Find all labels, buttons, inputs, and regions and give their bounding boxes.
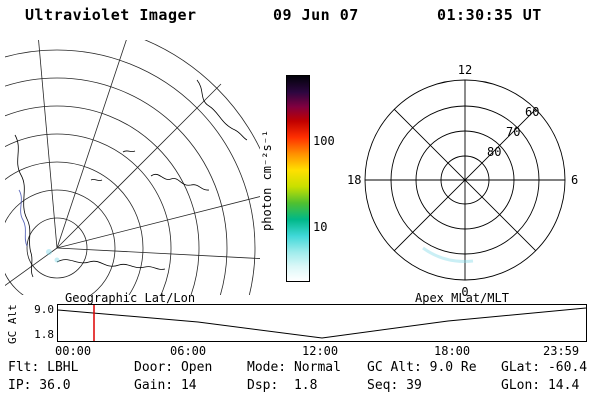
- apex-polar-panel: 12 0 18 6 60 70 80: [347, 63, 578, 299]
- strip-xtick-1800: 18:00: [434, 344, 471, 358]
- strip-ylabel: GC Alt: [6, 304, 19, 344]
- app-title: Ultraviolet Imager: [25, 6, 197, 24]
- header-time: 01:30:35 UT: [437, 6, 542, 24]
- mlt-label-12: 12: [458, 63, 472, 77]
- status-gc-alt: GC Alt: 9.0 Re: [367, 360, 477, 375]
- mlt-spokes: [365, 80, 565, 280]
- strip-xtick-0600: 06:00: [170, 344, 207, 358]
- strip-xtick-2359: 23:59: [543, 344, 580, 358]
- altitude-curve: [58, 307, 586, 339]
- terminator-line: [18, 189, 28, 247]
- status-mode: Mode: Normal: [247, 360, 341, 375]
- latlon-grid: [5, 40, 260, 295]
- mlat-label-80: 80: [487, 145, 501, 159]
- colorbar-tick-100: 100: [313, 134, 335, 148]
- mlt-label-18: 18: [347, 173, 361, 187]
- apex-caption: Apex MLat/MLT: [415, 291, 509, 305]
- status-seq: Seq: 39: [367, 378, 422, 393]
- coastlines: [14, 79, 248, 278]
- colorbar: [286, 75, 310, 282]
- mlat-label-70: 70: [506, 125, 520, 139]
- status-glat: GLat: -60.4: [501, 360, 588, 375]
- status-glon: GLon: 14.4: [501, 378, 580, 393]
- uv-emission-faint: [46, 249, 60, 263]
- strip-xtick-1200: 12:00: [302, 344, 339, 358]
- status-dsp: Dsp: 1.8: [247, 378, 318, 393]
- status-ip: IP: 36.0: [8, 378, 71, 393]
- altitude-strip-chart: [57, 304, 587, 342]
- geo-caption: Geographic Lat/Lon: [65, 291, 196, 305]
- status-gain: Gain: 14: [134, 378, 197, 393]
- strip-xtick-0000: 00:00: [55, 344, 92, 358]
- mlt-label-0: 0: [461, 285, 468, 299]
- header-date: 09 Jun 07: [273, 6, 359, 24]
- strip-ytick-top: 9.0: [34, 303, 54, 316]
- colorbar-unit-label: photon cm⁻²s⁻¹: [260, 129, 274, 231]
- strip-ytick-bottom: 1.8: [34, 328, 54, 341]
- colorbar-tick-10: 10: [313, 220, 328, 234]
- mlt-label-6: 6: [571, 173, 578, 187]
- aurora-faint-arc: [422, 246, 474, 263]
- geographic-map-panel: [5, 40, 260, 295]
- mlat-label-60: 60: [525, 105, 539, 119]
- status-door: Door: Open: [134, 360, 213, 375]
- status-flt: Flt: LBHL: [8, 360, 79, 375]
